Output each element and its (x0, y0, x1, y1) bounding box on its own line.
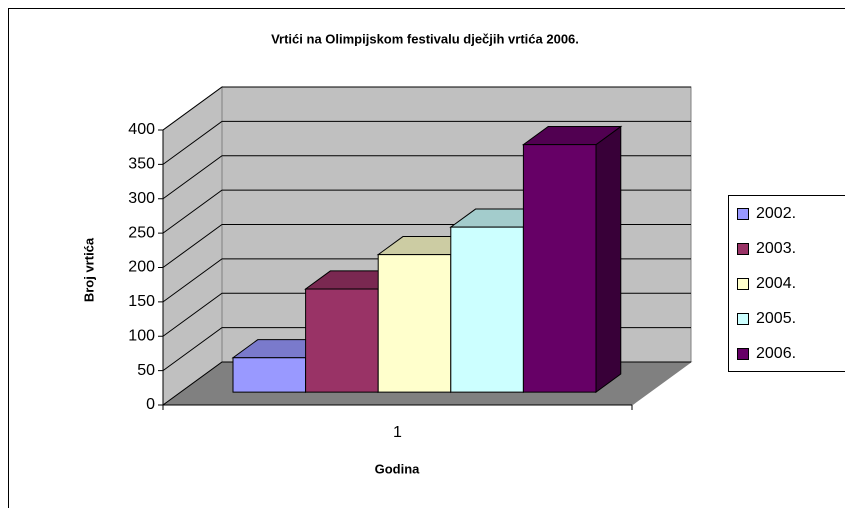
y-tick-label: 300 (128, 190, 155, 207)
bar (450, 226, 524, 393)
y-tick-label: 0 (146, 396, 155, 413)
y-tick-label: 250 (128, 224, 155, 241)
legend-label: 2005. (756, 310, 796, 327)
bar (305, 288, 379, 393)
bar (522, 144, 597, 393)
y-tick-label: 100 (128, 327, 155, 344)
grid-line (162, 86, 691, 131)
legend-swatch (737, 313, 749, 325)
bar (232, 357, 307, 393)
legend-label: 2004. (756, 275, 796, 292)
chart-title: Vrtići na Olimpijskom festivalu dječjih … (271, 31, 579, 46)
legend-swatch (737, 243, 749, 255)
y-tick-label: 400 (128, 121, 155, 138)
bar-top-shade (523, 126, 621, 145)
legend-label: 2003. (756, 240, 796, 257)
legend-label: 2006. (756, 345, 796, 362)
y-tick-label: 350 (128, 156, 155, 173)
y-tick-label: 200 (128, 259, 155, 276)
legend-swatch (737, 208, 749, 220)
bar-side-shade (596, 126, 621, 393)
x-tick-label: 1 (393, 424, 402, 441)
grid-line (162, 120, 691, 165)
legend-swatch (737, 348, 749, 360)
y-axis-label: Broj vrtića (81, 237, 96, 302)
legend-swatch (737, 278, 749, 290)
x-axis-label: Godina (375, 461, 421, 476)
y-tick-label: 150 (128, 293, 155, 310)
bar (377, 254, 452, 393)
legend-label: 2002. (756, 205, 796, 222)
y-tick-label: 50 (137, 362, 155, 379)
